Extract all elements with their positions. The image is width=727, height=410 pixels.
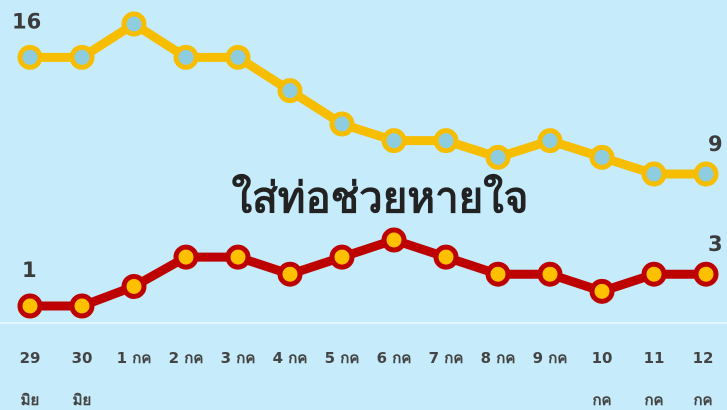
series-1-point-10	[485, 144, 511, 170]
series-1-point-8	[381, 128, 407, 154]
series-layer	[17, 11, 719, 319]
series-1-point-11	[537, 128, 563, 154]
chart-title: ใส่ท่อช่วยหายใจ	[232, 173, 529, 222]
series-1-point-6	[277, 78, 303, 104]
series-2-last-label: 3	[708, 232, 723, 256]
series-1-point-2	[69, 44, 95, 70]
series-1	[17, 11, 719, 187]
series-2-point-4	[173, 244, 199, 270]
x-tick-label-10: 8 กค	[481, 349, 516, 367]
series-1-point-13	[641, 161, 667, 187]
series-2-point-8	[381, 227, 407, 253]
series-1-point-7	[329, 111, 355, 137]
series-2-point-2	[69, 293, 95, 319]
series-2-point-3	[121, 273, 147, 299]
series-2-point-1	[17, 293, 43, 319]
x-tick-label-6: 4 กค	[273, 349, 308, 367]
x-tick-label-9: 7 กค	[429, 349, 464, 367]
x-tick-label-1: 29 มิย	[20, 349, 41, 409]
series-1-point-12	[589, 144, 615, 170]
series-2-point-7	[329, 244, 355, 270]
series-1-first-label: 16	[12, 9, 41, 33]
series-2-first-label: 1	[22, 258, 37, 282]
series-2-point-6	[277, 261, 303, 287]
x-tick-label-4: 2 กค	[169, 349, 204, 367]
series-2-point-10	[485, 261, 511, 287]
series-1-point-4	[173, 44, 199, 70]
series-2-point-13	[641, 261, 667, 287]
x-tick-label-14: 12 กค	[693, 349, 714, 409]
series-2-point-14	[693, 261, 719, 287]
series-2-point-5	[225, 244, 251, 270]
series-1-point-1	[17, 44, 43, 70]
x-tick-layer: 29 มิย 30 มิย 1 กค 2 กค 3 กค 4 กค 5 กค 6 กค 7 กค 8 …	[20, 349, 714, 409]
x-tick-label-13: 11 กค	[644, 349, 665, 409]
series-1-point-14	[693, 161, 719, 187]
x-tick-label-2: 30 มิย	[72, 349, 93, 409]
series-2-point-11	[537, 261, 563, 287]
x-tick-label-12: 10 กค	[592, 349, 613, 409]
end-label-layer: 16 9 1 3	[12, 9, 723, 282]
x-tick-label-11: 9 กค	[533, 349, 568, 367]
series-2-point-12	[589, 278, 615, 304]
x-tick-label-3: 1 กค	[117, 349, 152, 367]
x-tick-label-5: 3 กค	[221, 349, 256, 367]
series-1-point-3	[121, 11, 147, 37]
x-tick-label-8: 6 กค	[377, 349, 412, 367]
series-1-point-5	[225, 44, 251, 70]
series-2-point-9	[433, 244, 459, 270]
series-2	[17, 227, 719, 319]
series-1-point-9	[433, 128, 459, 154]
series-1-last-label: 9	[708, 132, 723, 156]
x-tick-label-7: 5 กค	[325, 349, 360, 367]
